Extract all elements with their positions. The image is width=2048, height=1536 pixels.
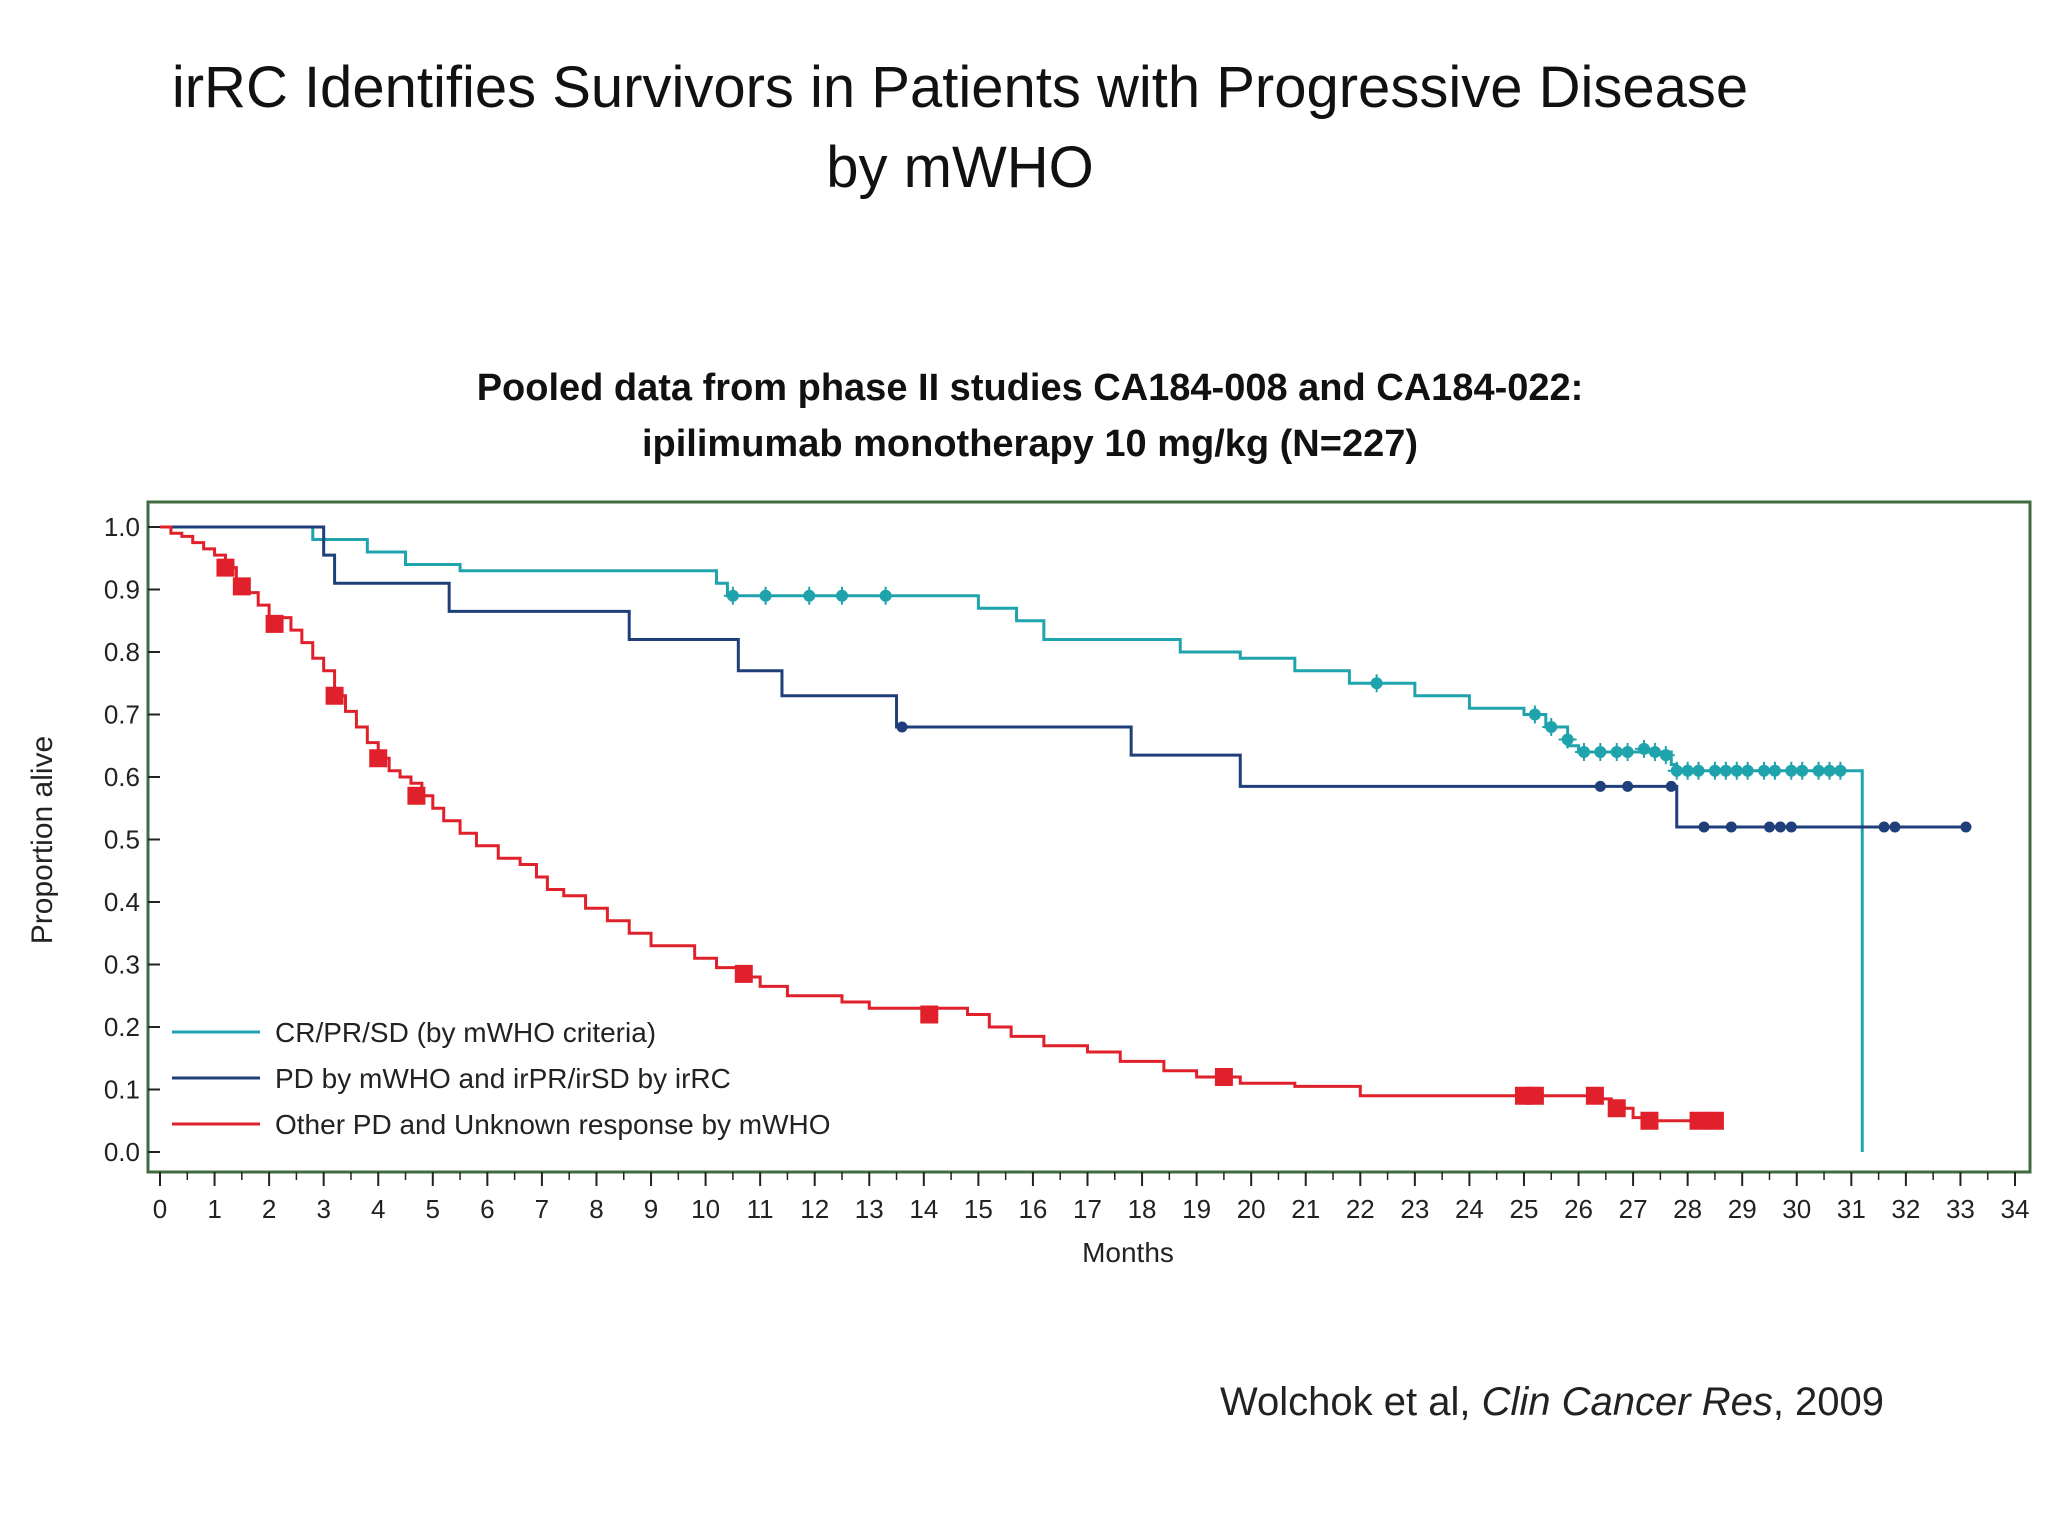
censor-mark: [1774, 821, 1786, 833]
slide-title-line-2: by mWHO: [826, 135, 1094, 200]
censor-mark: [1725, 821, 1737, 833]
x-tick-label: 4: [371, 1194, 385, 1224]
censor-mark: [1785, 821, 1797, 833]
censor-mark: [1689, 1111, 1708, 1130]
x-tick-label: 25: [1510, 1194, 1539, 1224]
x-tick-label: 28: [1673, 1194, 1702, 1224]
censor-mark: [265, 614, 284, 633]
censor-mark: [734, 964, 753, 983]
x-tick-label: 29: [1728, 1194, 1757, 1224]
x-tick-label: 31: [1837, 1194, 1866, 1224]
x-tick-label: 24: [1455, 1194, 1484, 1224]
x-tick-label: 17: [1073, 1194, 1102, 1224]
censor-mark: [232, 577, 251, 596]
citation: Wolchok et al, Clin Cancer Res, 2009: [1220, 1380, 1920, 1425]
x-tick-label: 23: [1400, 1194, 1429, 1224]
y-tick-label: 0.5: [104, 825, 140, 855]
chart-subtitle-line-2: ipilimumab monotherapy 10 mg/kg (N=227): [641, 423, 1418, 465]
x-tick-label: 18: [1128, 1194, 1157, 1224]
y-tick-label: 0.4: [104, 887, 140, 917]
y-tick-label: 0.3: [104, 950, 140, 980]
x-tick-label: 11: [747, 1194, 774, 1224]
censor-mark: [1698, 821, 1710, 833]
x-tick-label: 26: [1564, 1194, 1593, 1224]
censor-mark: [896, 721, 908, 733]
legend-label-2: PD by mWHO and irPR/irSD by irRC: [275, 1063, 731, 1094]
censor-mark: [1878, 821, 1890, 833]
x-tick-label: 0: [153, 1194, 167, 1224]
y-tick-label: 0.7: [104, 700, 140, 730]
censor-mark: [1214, 1068, 1233, 1086]
censor-mark: [1705, 1111, 1724, 1130]
x-tick-label: 7: [535, 1194, 549, 1224]
censor-mark: [1594, 780, 1606, 792]
x-tick-label: 2: [262, 1194, 276, 1224]
censor-mark: [1607, 1099, 1626, 1118]
legend-label-3: Other PD and Unknown response by mWHO: [275, 1109, 831, 1140]
citation-year: , 2009: [1772, 1380, 1885, 1424]
censor-mark: [407, 786, 426, 805]
x-tick-label: 33: [1946, 1194, 1975, 1224]
series-line-1: [160, 525, 1864, 1152]
censor-mark: [1889, 821, 1901, 833]
x-tick-label: 22: [1346, 1194, 1375, 1224]
y-tick-label: 0.6: [104, 762, 140, 792]
censor-mark: [1763, 821, 1775, 833]
y-tick-label: 0.2: [104, 1012, 140, 1042]
x-axis-label: Months: [1082, 1237, 1174, 1268]
y-tick-label: 0.9: [104, 575, 140, 605]
y-axis-label: Proportion alive: [26, 736, 59, 944]
censor-mark: [1665, 780, 1677, 792]
x-tick-label: 13: [855, 1194, 884, 1224]
x-tick-label: 27: [1619, 1194, 1648, 1224]
x-tick-label: 34: [2001, 1194, 2030, 1224]
x-tick-label: 14: [909, 1194, 938, 1224]
x-tick-label: 32: [1891, 1194, 1920, 1224]
chart-subtitle-line-1: Pooled data from phase II studies CA184-…: [476, 367, 1584, 409]
x-tick-label: 5: [426, 1194, 440, 1224]
censor-mark: [1640, 1111, 1659, 1130]
censor-mark: [920, 1005, 939, 1024]
slide-title: irRC Identifies Survivors in Patients wi…: [60, 48, 1860, 208]
legend-label-1: CR/PR/SD (by mWHO criteria): [275, 1017, 656, 1048]
x-tick-label: 30: [1782, 1194, 1811, 1224]
x-tick-label: 19: [1182, 1194, 1211, 1224]
x-tick-label: 15: [964, 1194, 993, 1224]
censor-mark: [369, 749, 388, 768]
x-tick-label: 12: [800, 1194, 829, 1224]
x-tick-label: 3: [316, 1194, 330, 1224]
y-tick-label: 0.1: [104, 1075, 140, 1105]
censor-mark: [1960, 821, 1972, 833]
citation-authors: Wolchok et al,: [1220, 1380, 1482, 1424]
x-tick-label: 1: [207, 1194, 221, 1224]
x-tick-label: 8: [589, 1194, 603, 1224]
x-tick-label: 21: [1291, 1194, 1320, 1224]
censor-mark: [1622, 780, 1634, 792]
censor-mark: [216, 558, 235, 577]
x-tick-label: 10: [691, 1194, 720, 1224]
y-tick-label: 0.8: [104, 637, 140, 667]
x-tick-label: 9: [644, 1194, 658, 1224]
citation-journal: Clin Cancer Res: [1481, 1380, 1773, 1424]
slide-title-line-1: irRC Identifies Survivors in Patients wi…: [171, 55, 1749, 120]
y-tick-label: 0.0: [104, 1137, 140, 1167]
censor-mark: [1525, 1086, 1544, 1105]
plot-frame: [146, 500, 2032, 1174]
x-tick-label: 16: [1018, 1194, 1047, 1224]
y-tick-label: 1.0: [104, 512, 140, 542]
series-line-2: [160, 525, 1972, 829]
x-tick-label: 6: [480, 1194, 494, 1224]
x-tick-label: 20: [1237, 1194, 1266, 1224]
censor-mark: [325, 686, 344, 705]
chart-subtitle: Pooled data from phase II studies CA184-…: [230, 360, 1830, 472]
censor-mark: [1585, 1086, 1604, 1105]
